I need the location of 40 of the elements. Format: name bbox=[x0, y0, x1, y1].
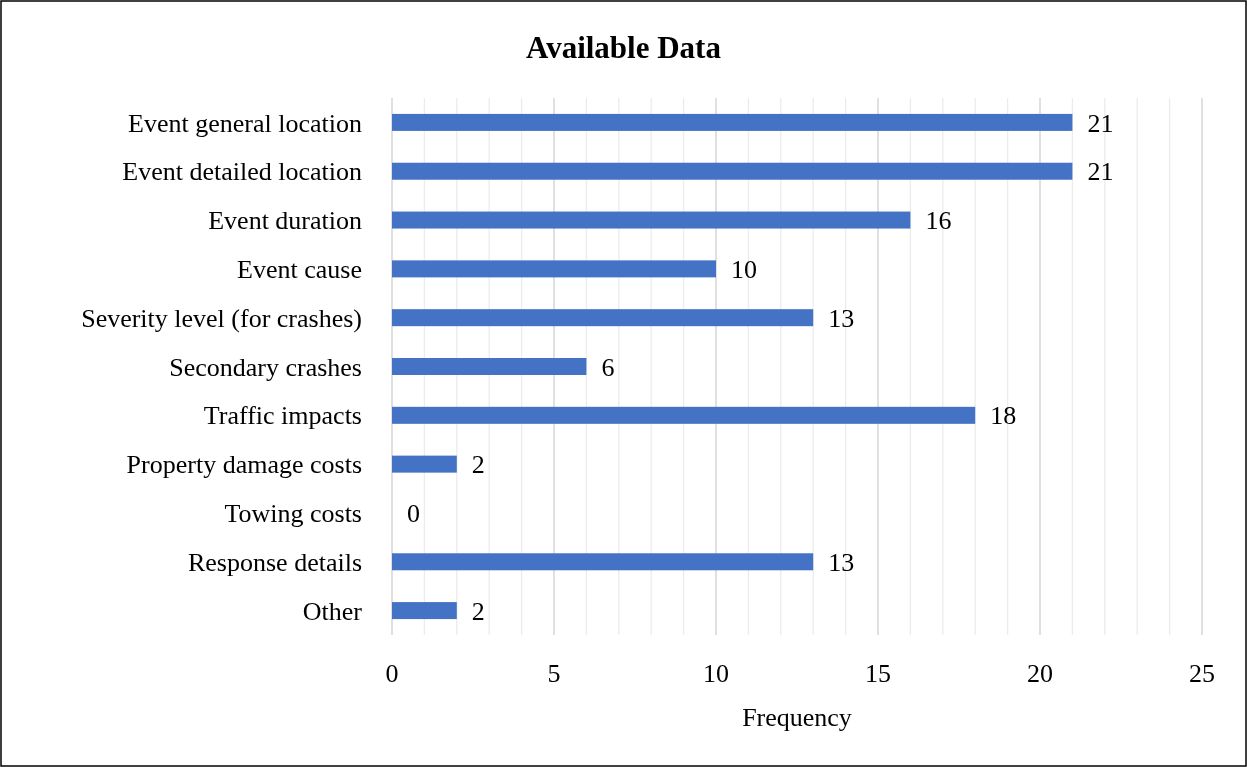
data-label: 2 bbox=[471, 596, 485, 626]
y-tick-label: Severity level (for crashes) bbox=[81, 303, 362, 333]
x-tick-label: 5 bbox=[547, 659, 561, 688]
bar bbox=[392, 406, 976, 424]
x-axis-title: Frequency bbox=[742, 703, 852, 732]
x-tick-label: 20 bbox=[1027, 659, 1053, 688]
data-label: 13 bbox=[828, 547, 855, 577]
bar bbox=[392, 309, 814, 327]
y-tick-label: Property damage costs bbox=[126, 450, 362, 480]
bar bbox=[392, 211, 911, 229]
data-label: 10 bbox=[731, 254, 757, 284]
y-tick-label: Response details bbox=[187, 547, 362, 577]
y-tick-label: Event detailed location bbox=[122, 157, 362, 187]
data-label: 6 bbox=[601, 352, 615, 382]
y-tick-label: Towing costs bbox=[224, 499, 362, 529]
bar bbox=[392, 455, 457, 473]
bar bbox=[392, 113, 1073, 131]
data-label: 21 bbox=[1087, 157, 1114, 187]
bar bbox=[392, 553, 814, 571]
x-tick-label: 10 bbox=[703, 659, 729, 688]
bar bbox=[392, 260, 716, 278]
bar bbox=[392, 358, 587, 375]
data-label: 21 bbox=[1087, 108, 1114, 138]
y-tick-label: Event duration bbox=[208, 206, 362, 236]
y-tick-label: Event general location bbox=[128, 108, 362, 138]
chart-title: Available Data bbox=[526, 30, 722, 65]
x-tick-label: 15 bbox=[865, 659, 891, 688]
y-tick-label: Secondary crashes bbox=[169, 352, 362, 382]
y-tick-label: Traffic impacts bbox=[203, 401, 362, 431]
bar bbox=[392, 162, 1073, 180]
x-tick-label: 25 bbox=[1189, 659, 1215, 688]
y-tick-label: Other bbox=[302, 596, 363, 626]
y-tick-label: Event cause bbox=[237, 254, 362, 284]
data-label: 18 bbox=[990, 401, 1017, 431]
x-tick-label: 0 bbox=[385, 659, 399, 688]
data-label: 16 bbox=[925, 206, 952, 236]
data-label: 13 bbox=[828, 303, 855, 333]
data-label: 2 bbox=[471, 450, 485, 480]
data-label: 0 bbox=[407, 499, 420, 529]
bar bbox=[392, 602, 457, 620]
